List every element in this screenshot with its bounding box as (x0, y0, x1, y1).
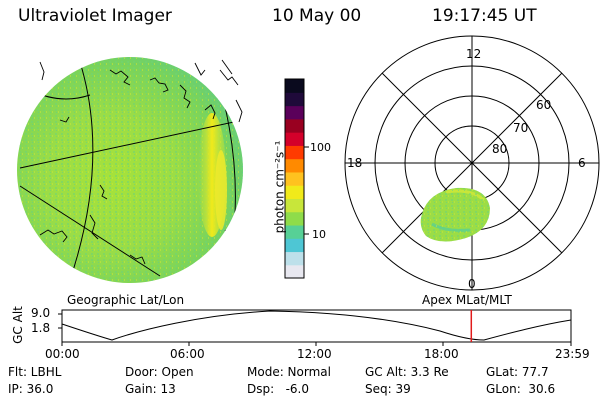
colorbar-band (285, 185, 304, 199)
info-glon: GLon: 30.6 (486, 382, 556, 396)
orbit-xtick-2: 12:00 (297, 347, 332, 361)
colorbar-band (285, 171, 304, 186)
colorbar-band (285, 251, 304, 266)
date-label: 10 May 00 (272, 6, 362, 26)
orbit-xtick-4: 23:59 (555, 347, 590, 361)
colorbar-unit-label: photon cm⁻²s⁻¹ (272, 140, 287, 234)
info-door: Door: Open (125, 365, 194, 379)
time-label: 19:17:45 UT (432, 6, 537, 26)
colorbar-band (285, 158, 304, 173)
info-mode: Mode: Normal (247, 365, 331, 379)
colorbar-band (285, 211, 304, 226)
info-ip: IP: 36.0 (8, 382, 54, 396)
polar-plot (344, 35, 600, 291)
info-seq: Seq: 39 (365, 382, 411, 396)
colorbar-tick-10: 10 (312, 228, 326, 241)
colorbar-band (285, 238, 304, 253)
orbit-ylabel: GC Alt (10, 306, 25, 344)
colorbar-band (285, 118, 304, 133)
mlt-0-label: 0 (468, 277, 476, 291)
colorbar-band (285, 79, 304, 93)
lat-80-label: 80 (492, 142, 508, 156)
instrument-title: Ultraviolet Imager (18, 6, 172, 26)
colorbar-band (285, 264, 304, 279)
mlt-6-label: 6 (578, 156, 586, 170)
orbit-ymin: 1.8 (31, 321, 51, 335)
altitude-curve (61, 310, 572, 341)
info-filter: Flt: LBHL (8, 365, 62, 379)
colorbar-tick-100: 100 (310, 141, 331, 154)
orbit-ymax: 9.0 (31, 306, 51, 320)
info-glat: GLat: 77.7 (486, 365, 549, 379)
colorbar-band (285, 105, 304, 120)
colorbar-band (285, 224, 304, 239)
orbit-xtick-0: 00:00 (45, 347, 80, 361)
projection-left-label: Geographic Lat/Lon (67, 293, 185, 307)
lat-70-label: 70 (513, 121, 529, 135)
earth-image (17, 57, 243, 283)
colorbar-band (285, 198, 304, 213)
projection-right-label: Apex MLat/MLT (422, 293, 512, 307)
lat-60-label: 60 (536, 98, 552, 112)
colorbar-band (285, 145, 304, 160)
orbit-xtick-1: 06:00 (170, 347, 205, 361)
info-dsp: Dsp: -6.0 (247, 382, 310, 396)
mlt-18-label: 18 (347, 156, 363, 170)
info-gain: Gain: 13 (125, 382, 176, 396)
mlt-12-label: 12 (466, 47, 482, 61)
auroral-oval (420, 187, 490, 242)
orbit-xtick-3: 18:00 (424, 347, 459, 361)
orbit-plot (58, 309, 572, 346)
colorbar-band (285, 92, 304, 107)
info-gc-alt: GC Alt: 3.3 Re (365, 365, 449, 379)
colorbar-band (285, 132, 304, 146)
colorbar (284, 78, 309, 279)
